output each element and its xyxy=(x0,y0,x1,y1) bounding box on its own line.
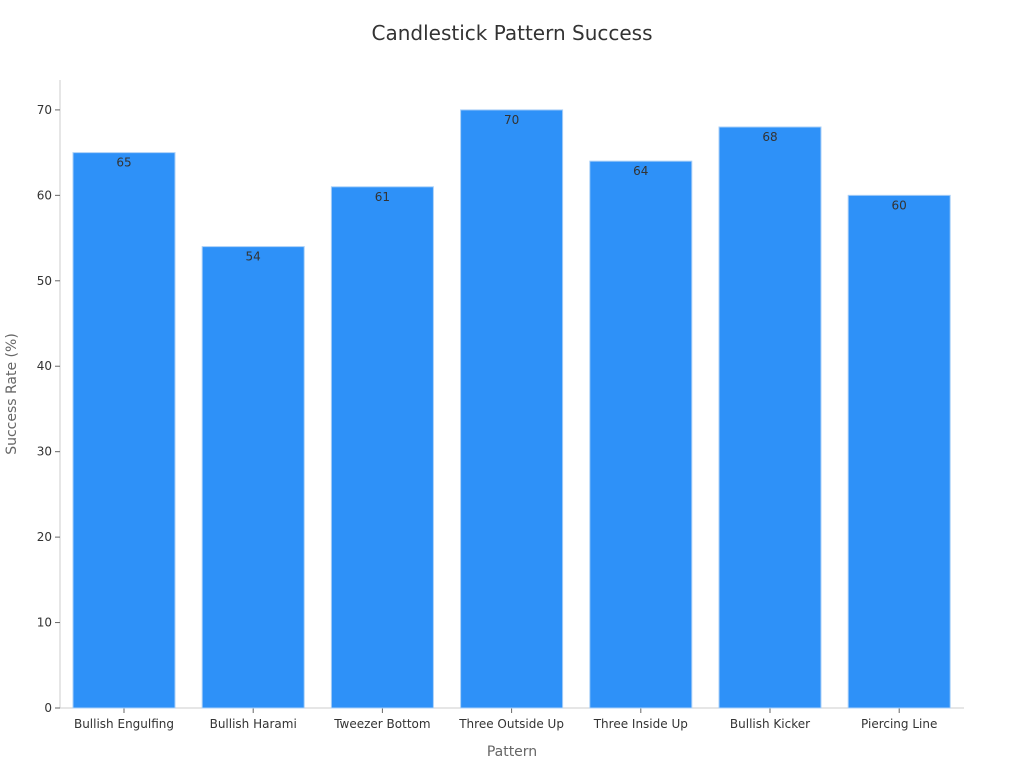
y-tick-label: 50 xyxy=(37,274,52,288)
chart-title: Candlestick Pattern Success xyxy=(371,21,652,45)
x-axis: Bullish Engulfing Bullish Harami Tweezer B… xyxy=(60,707,964,731)
bar-bullish-engulfing xyxy=(72,152,176,709)
y-tick-label: 70 xyxy=(37,103,52,117)
x-axis-label: Pattern xyxy=(487,744,537,760)
bar-bullish-kicker xyxy=(718,126,822,709)
x-tick-label: Bullish Kicker xyxy=(730,717,810,731)
data-label: 61 xyxy=(375,190,390,204)
bar-bullish-harami xyxy=(201,246,305,709)
data-label: 68 xyxy=(762,130,777,144)
x-tick-label: Bullish Harami xyxy=(210,717,297,731)
y-ticks: 0 10 20 30 40 50 60 70 xyxy=(37,103,60,715)
x-tick-label: Three Inside Up xyxy=(593,717,688,731)
data-label: 60 xyxy=(892,198,907,212)
y-tick-label: 0 xyxy=(44,701,52,715)
x-tick-label: Piercing Line xyxy=(861,717,937,731)
x-tick-label: Tweezer Bottom xyxy=(333,717,430,731)
y-tick-label: 20 xyxy=(37,530,52,544)
data-label: 65 xyxy=(116,156,131,170)
bar-tweezer-bottom xyxy=(330,186,434,709)
y-tick-label: 30 xyxy=(37,445,52,459)
data-labels: 65 54 61 70 64 68 60 xyxy=(116,113,906,264)
y-axis-label: Success Rate (%) xyxy=(4,333,20,455)
data-label: 70 xyxy=(504,113,519,127)
y-axis: 0 10 20 30 40 50 60 70 xyxy=(37,80,61,715)
x-ticks: Bullish Engulfing Bullish Harami Tweezer B… xyxy=(74,708,937,731)
y-tick-label: 10 xyxy=(37,616,52,630)
bar-three-inside-up xyxy=(589,160,693,709)
x-tick-label: Three Outside Up xyxy=(458,717,564,731)
y-tick-label: 60 xyxy=(37,188,52,202)
data-label: 54 xyxy=(246,250,261,264)
y-tick-label: 40 xyxy=(37,359,52,373)
x-tick-label: Bullish Engulfing xyxy=(74,717,174,731)
bar-piercing-line xyxy=(847,194,951,709)
data-label: 64 xyxy=(633,164,648,178)
bar-three-outside-up xyxy=(460,109,564,709)
bars xyxy=(72,109,951,709)
